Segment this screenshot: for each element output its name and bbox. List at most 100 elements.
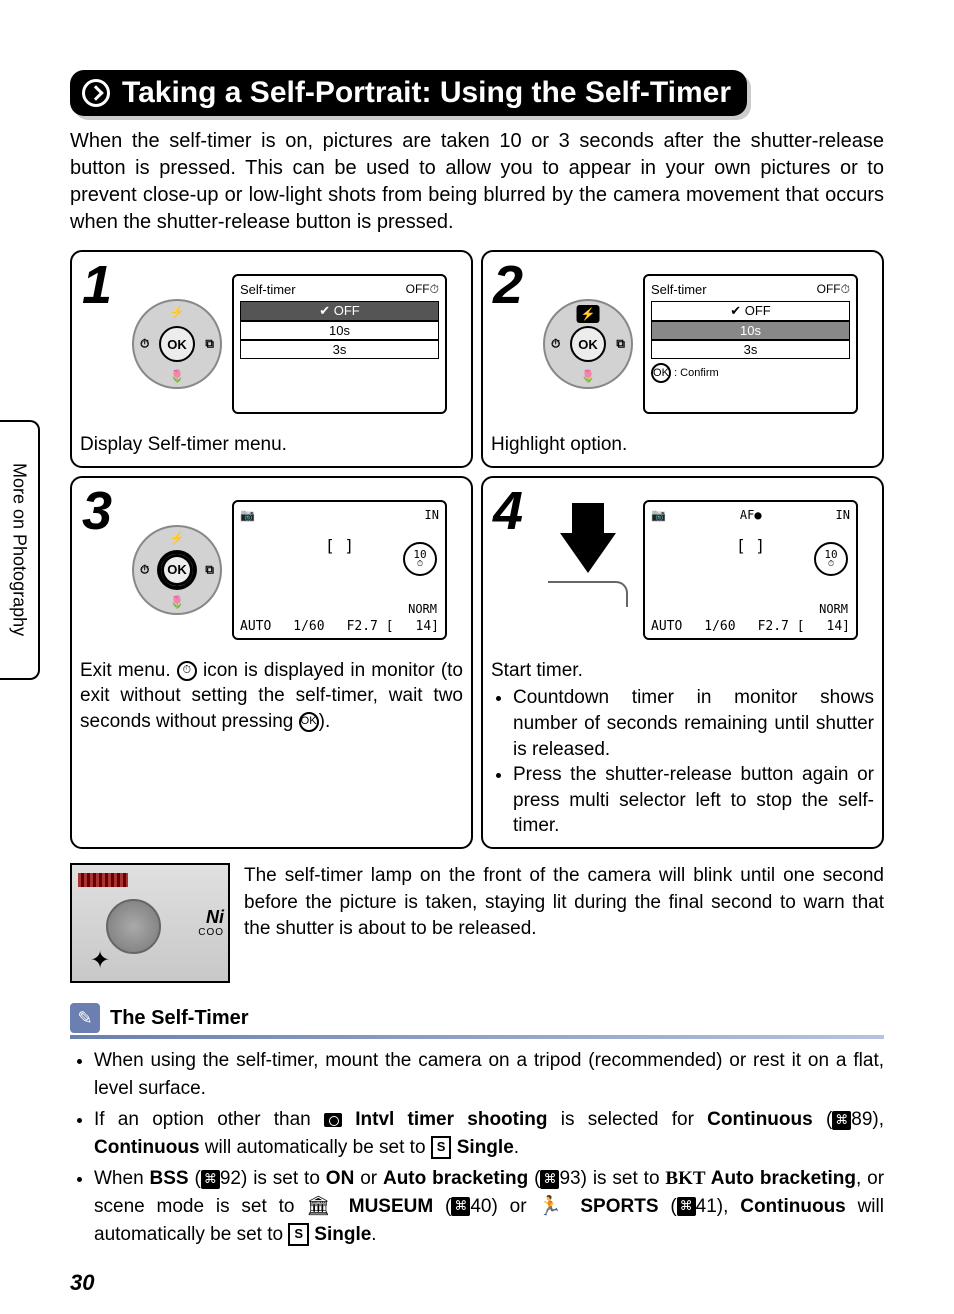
bullet: Countdown timer in monitor shows number … <box>513 685 874 762</box>
internal-memory-icon: IN <box>425 508 439 522</box>
single-mode-icon: S <box>431 1136 452 1159</box>
museum-icon: 🏛 <box>306 1196 337 1217</box>
macro-icon: 🌷 <box>581 369 596 383</box>
lcd-header: Self-timer <box>240 282 296 297</box>
page-ref-icon: ⌘ <box>540 1170 559 1189</box>
step-3: 3 ⚡ 🌷 ⏱ ⧉ OK 📷 IN [ ] 10⏱ NORM <box>70 476 473 849</box>
lamp-section: Ni COO ✦ The self-timer lamp on the fron… <box>70 863 884 983</box>
macro-icon: 🌷 <box>170 369 185 383</box>
camera-front-illustration: Ni COO ✦ <box>70 863 230 983</box>
ok-small-icon: OK <box>651 363 671 383</box>
flash-icon: ⚡ <box>170 305 185 319</box>
step-caption: Exit menu. ⏱ icon is displayed in monito… <box>80 658 463 735</box>
note-item: When BSS (⌘92) is set to ON or Auto brac… <box>94 1165 884 1248</box>
step-number: 2 <box>493 254 523 316</box>
multi-selector-icon: ⚡ 🌷 ⏱ ⧉ OK <box>132 299 222 389</box>
shutter-label: 1/60 <box>704 619 735 634</box>
off-timer-icon: OFF⏱ <box>406 282 439 297</box>
note-list: When using the self-timer, mount the cam… <box>70 1047 884 1248</box>
bkt-icon: BKT <box>665 1168 705 1189</box>
shots-remaining: 14] <box>827 619 850 634</box>
page-number: 30 <box>70 1270 94 1296</box>
self-timer-icon: ⏱ <box>177 661 197 681</box>
timer-dpad-icon: ⏱ <box>140 562 149 577</box>
menu-row-10s: 10s <box>240 321 439 340</box>
page-ref-icon: ⌘ <box>201 1170 220 1189</box>
lamp-blink-icon: ✦ <box>90 946 110 975</box>
quality-label: NORM <box>819 602 848 616</box>
title-pill: Taking a Self-Portrait: Using the Self-T… <box>70 70 747 116</box>
ok-button-icon: OK <box>570 326 606 362</box>
lcd-screen-menu: Self-timer OFF⏱ ✔ OFF 10s 3s <box>232 274 447 414</box>
timer-countdown-icon: 10⏱ <box>814 542 848 576</box>
aperture-label: F2.7 [ <box>758 619 805 634</box>
lcd-screen-preview: 📷 IN [ ] 10⏱ NORM AUTO 1/60 F2.7 [ 14] <box>232 500 447 640</box>
step-2: 2 ⚡ 🌷 ⏱ ⧉ OK Self-timer OFF⏱ ✔ OFF 10s <box>481 250 884 468</box>
step-4: 4 📷 AF● IN [ ] 10⏱ NORM AUTO <box>481 476 884 849</box>
menu-row-off: ✔ OFF <box>240 301 439 321</box>
step-1: 1 ⚡ 🌷 ⏱ ⧉ OK Self-timer OFF⏱ ✔ OFF 10s <box>70 250 473 468</box>
aperture-label: F2.7 [ <box>347 619 394 634</box>
arrow-down-icon <box>560 533 616 573</box>
lcd-screen-preview: 📷 AF● IN [ ] 10⏱ NORM AUTO 1/60 F2.7 [ 1… <box>643 500 858 640</box>
lcd-header: Self-timer <box>651 282 707 297</box>
bullet: Press the shutter-release button again o… <box>513 762 874 839</box>
multi-selector-icon: ⚡ 🌷 ⏱ ⧉ OK <box>543 299 633 389</box>
sports-icon: 🏃 <box>538 1196 568 1217</box>
off-timer-icon: OFF⏱ <box>817 282 850 297</box>
exposure-icon: ⧉ <box>205 337 214 352</box>
confirm-hint: OK : Confirm <box>651 363 850 383</box>
iso-label: AUTO <box>240 619 271 634</box>
brand-sub: COO <box>198 927 224 938</box>
note-title: The Self-Timer <box>110 1007 249 1030</box>
page-ref-icon: ⌘ <box>832 1111 851 1130</box>
step-caption: Display Self-timer menu. <box>80 432 463 458</box>
flash-icon: ⚡ <box>170 531 185 545</box>
section-tab-label: More on Photography <box>9 463 30 636</box>
page-ref-icon: ⌘ <box>677 1197 696 1216</box>
ok-button-icon: OK <box>159 326 195 362</box>
lamp-description: The self-timer lamp on the front of the … <box>244 863 884 943</box>
step-number: 1 <box>82 254 112 316</box>
ok-small-icon: OK <box>299 712 319 732</box>
multi-selector-icon: ⚡ 🌷 ⏱ ⧉ OK <box>132 525 222 615</box>
af-indicator: AF● <box>740 508 762 522</box>
step-caption: Highlight option. <box>491 432 874 458</box>
intro-paragraph: When the self-timer is on, pictures are … <box>70 128 884 236</box>
timer-dpad-icon: ⏱ <box>551 337 560 352</box>
note-header: ✎ The Self-Timer <box>70 1003 884 1033</box>
section-tab: More on Photography <box>0 420 40 680</box>
menu-row-off: ✔ OFF <box>651 301 850 321</box>
steps-grid: 1 ⚡ 🌷 ⏱ ⧉ OK Self-timer OFF⏱ ✔ OFF 10s <box>70 250 884 849</box>
shutter-label: 1/60 <box>293 619 324 634</box>
ok-button-icon: OK <box>159 552 195 588</box>
camera-small-icon <box>324 1113 342 1127</box>
page-content: Taking a Self-Portrait: Using the Self-T… <box>70 70 884 1264</box>
menu-row-3s: 3s <box>651 340 850 359</box>
note-item: When using the self-timer, mount the cam… <box>94 1047 884 1102</box>
macro-icon: 🌷 <box>170 595 185 609</box>
timer-dpad-icon: ⏱ <box>140 337 149 352</box>
camera-mode-icon: 📷 <box>651 508 666 522</box>
pencil-note-icon: ✎ <box>70 1003 100 1033</box>
shutter-press-illustration <box>543 533 633 607</box>
self-timer-icon <box>82 79 110 107</box>
page-title: Taking a Self-Portrait: Using the Self-T… <box>122 76 731 110</box>
exposure-icon: ⧉ <box>616 337 625 352</box>
timer-countdown-icon: 10⏱ <box>403 542 437 576</box>
title-banner: Taking a Self-Portrait: Using the Self-T… <box>70 70 884 116</box>
note-item: If an option other than Intvl timer shoo… <box>94 1106 884 1161</box>
single-mode-icon: S <box>288 1223 309 1246</box>
step-number: 4 <box>493 480 523 542</box>
menu-row-10s: 10s <box>651 321 850 340</box>
camera-mode-icon: 📷 <box>240 508 255 522</box>
shots-remaining: 14] <box>416 619 439 634</box>
iso-label: AUTO <box>651 619 682 634</box>
quality-label: NORM <box>408 602 437 616</box>
internal-memory-icon: IN <box>836 508 850 522</box>
step-number: 3 <box>82 480 112 542</box>
page-ref-icon: ⌘ <box>451 1197 470 1216</box>
step-caption: Start timer. Countdown timer in monitor … <box>491 658 874 839</box>
lcd-screen-menu: Self-timer OFF⏱ ✔ OFF 10s 3s OK : Confir… <box>643 274 858 414</box>
menu-row-3s: 3s <box>240 340 439 359</box>
